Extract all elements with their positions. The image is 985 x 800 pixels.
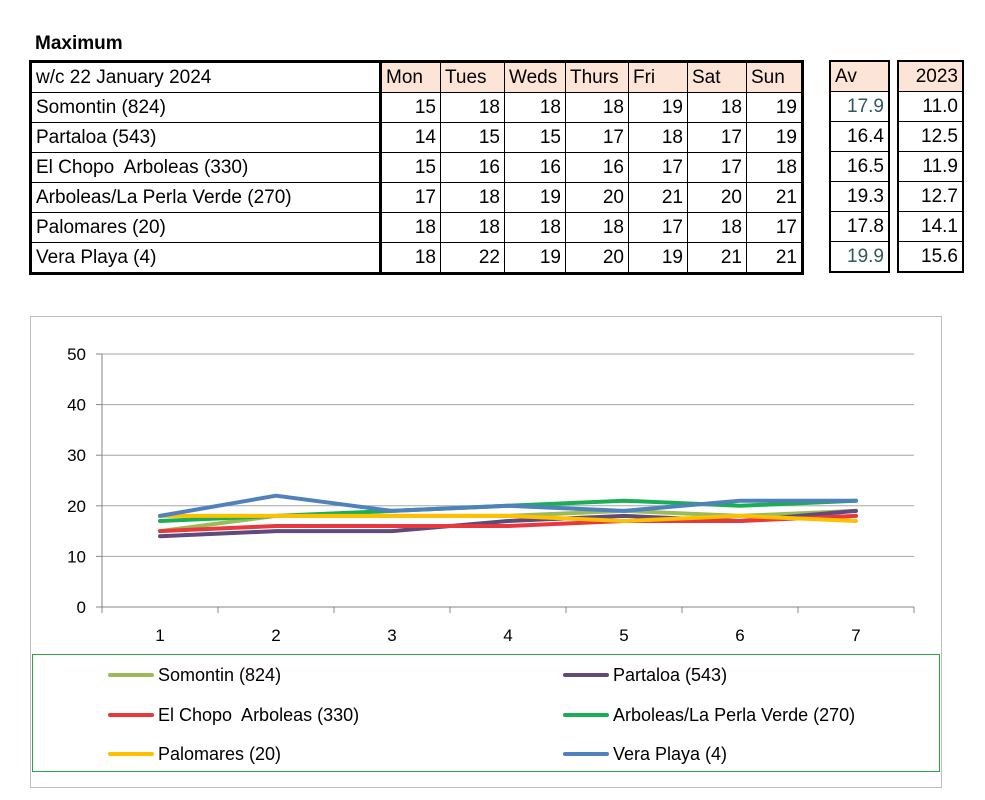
legend-swatch [563,713,609,717]
legend-label: Partaloa (543) [613,664,728,685]
week-label: w/c 22 January 2024 [30,61,382,93]
temp-cell: 18 [504,92,566,123]
temp-cell: 18 [440,182,505,213]
temp-cell: 16 [504,152,566,183]
y-tick-label: 50 [67,345,86,364]
day-header-sun: Sun [746,61,803,93]
station-name: Somontin (824) [30,92,382,123]
temp-cell: 17 [380,182,441,213]
station-name: El Chopo Arboleas (330) [30,152,382,183]
legend-item: Arboleas/La Perla Verde (270) [563,705,855,725]
temp-cell: 17 [687,152,747,183]
legend-swatch [108,713,154,717]
temp-cell: 22 [440,242,505,274]
temp-cell: 21 [628,182,688,213]
temp-cell: 21 [746,182,803,213]
series-line [158,513,858,523]
station-name: Arboleas/La Perla Verde (270) [30,182,382,213]
chart-legend: Somontin (824) Partaloa (543) El Chopo A… [32,654,940,772]
y-tick-label: 40 [67,396,86,415]
series-line [158,493,858,518]
legend-swatch [563,752,609,756]
year-cell: 14.1 [897,211,964,242]
table-row: Somontin (824) 15 18 18 18 19 18 19 [30,92,803,123]
day-header-thu: Thurs [565,61,629,93]
average-cell: 17.8 [829,211,890,242]
temp-cell: 17 [746,212,803,243]
average-table: Av 17.9 16.4 16.5 19.3 17.8 19.9 [829,60,890,273]
temp-cell: 19 [628,242,688,274]
legend-label: Palomares (20) [158,743,282,764]
temp-cell: 20 [687,182,747,213]
legend-label: El Chopo Arboleas (330) [158,704,360,725]
temp-cell: 18 [565,212,629,243]
y-tick-label: 10 [67,547,86,566]
year-cell: 12.7 [897,181,964,212]
year-cell: 15.6 [897,241,964,273]
x-tick-label: 4 [503,626,512,645]
station-name: Partaloa (543) [30,122,382,153]
temp-cell: 17 [628,152,688,183]
table-title: Maximum [35,33,123,54]
year-cell: 11.9 [897,151,964,182]
y-tick-label: 30 [67,446,86,465]
legend-swatch [563,673,609,677]
temperature-table: w/c 22 January 2024 Mon Tues Weds Thurs … [29,60,804,275]
average-header: Av [829,60,890,92]
table-row: Vera Playa (4) 18 22 19 20 19 21 21 [30,242,803,274]
temp-cell: 19 [746,92,803,123]
temp-cell: 17 [565,122,629,153]
average-cell: 19.3 [829,181,890,212]
table-header-row: w/c 22 January 2024 Mon Tues Weds Thurs … [30,61,803,93]
legend-label: Somontin (824) [158,664,282,685]
day-header-sat: Sat [687,61,747,93]
legend-item: Palomares (20) [108,744,281,764]
temp-cell: 18 [380,212,441,243]
legend-item: Vera Playa (4) [563,744,727,764]
temp-cell: 18 [687,212,747,243]
station-name: Vera Playa (4) [30,242,382,274]
previous-year-table: 2023 11.0 12.5 11.9 12.7 14.1 15.6 [897,60,964,273]
year-header: 2023 [897,60,964,92]
table-row: El Chopo Arboleas (330) 15 16 16 16 17 1… [30,152,803,183]
temp-cell: 18 [746,152,803,183]
average-cell: 16.5 [829,151,890,182]
average-cell: 17.9 [829,91,890,122]
temp-cell: 18 [380,242,441,274]
temp-cell: 17 [687,122,747,153]
series-line [158,513,858,534]
temp-cell: 15 [380,152,441,183]
temp-cell: 21 [746,242,803,274]
x-tick-label: 1 [155,626,164,645]
y-tick-label: 20 [67,497,86,516]
x-tick-label: 2 [271,626,280,645]
legend-swatch [108,673,154,677]
legend-label: Arboleas/La Perla Verde (270) [613,704,856,725]
x-tick-label: 6 [735,626,744,645]
chart-area [30,316,942,788]
x-tick-label: 7 [851,626,860,645]
temp-cell: 21 [687,242,747,274]
legend-item: El Chopo Arboleas (330) [108,705,359,725]
legend-item: Somontin (824) [108,665,281,685]
year-cell: 12.5 [897,121,964,152]
day-header-fri: Fri [628,61,688,93]
temp-cell: 18 [440,92,505,123]
temp-cell: 15 [380,92,441,123]
legend-item: Partaloa (543) [563,665,727,685]
x-tick-label: 5 [619,626,628,645]
temp-cell: 19 [504,182,566,213]
legend-swatch [108,752,154,756]
average-cell: 19.9 [829,241,890,273]
temp-cell: 18 [628,122,688,153]
x-tick-label: 3 [387,626,396,645]
temp-cell: 18 [565,92,629,123]
y-tick-label: 0 [77,598,86,617]
temp-cell: 19 [746,122,803,153]
table-row: Partaloa (543) 14 15 15 17 18 17 19 [30,122,803,153]
temp-cell: 20 [565,242,629,274]
temp-cell: 18 [440,212,505,243]
legend-label: Vera Playa (4) [613,743,728,764]
